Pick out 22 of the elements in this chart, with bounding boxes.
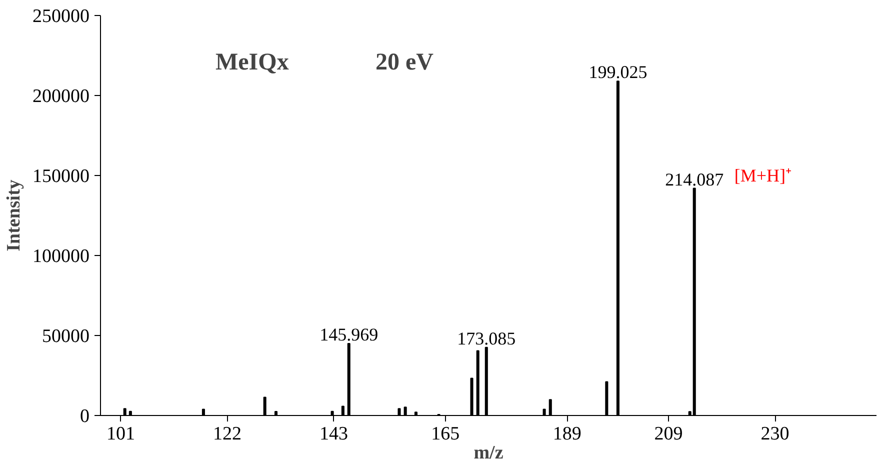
y-axis-title: Intensity [4, 179, 24, 252]
x-tick-label: 165 [431, 424, 460, 444]
y-tick-label: 100000 [32, 246, 90, 267]
x-tick-label: 189 [552, 424, 582, 444]
x-tick-label: 101 [106, 424, 136, 444]
x-tick-label: 230 [760, 424, 790, 444]
x-axis-title: m/z [474, 442, 504, 464]
annotation: 145.969 [320, 324, 378, 344]
x-tick-label: 122 [213, 424, 242, 444]
annotation: 173.085 [457, 328, 516, 348]
annotation: 199.025 [588, 62, 648, 82]
y-tick-label: 200000 [32, 86, 90, 107]
y-tick-label: 0 [80, 406, 90, 427]
x-tick-label: 209 [654, 424, 683, 444]
annotation: MeIQx [216, 50, 289, 76]
y-tick-label: 250000 [32, 6, 90, 27]
annotation: [M+H]⁺ [734, 165, 792, 186]
y-tick-label: 50000 [42, 326, 90, 347]
annotation: 20 eV [376, 50, 434, 76]
x-tick-label: 143 [320, 424, 348, 444]
annotation: 214.087 [665, 169, 724, 190]
y-tick-label: 150000 [32, 166, 90, 187]
